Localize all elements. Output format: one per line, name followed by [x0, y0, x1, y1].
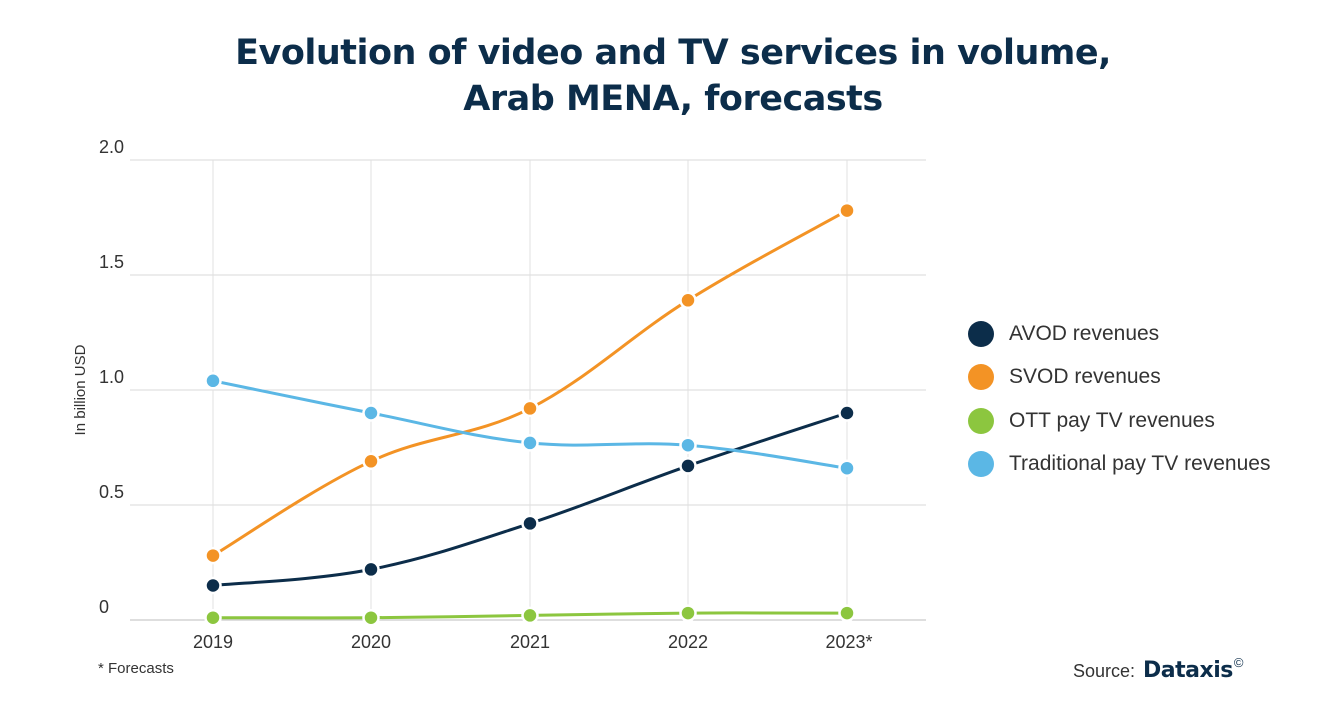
legend-label: AVOD revenues [1009, 321, 1160, 345]
forecasts-footnote: * Forecasts [98, 660, 174, 677]
data-point-traditional-pay-tv-revenues [204, 372, 222, 390]
legend-label: OTT pay TV revenues [1009, 408, 1215, 432]
legend-label: SVOD revenues [1009, 365, 1161, 389]
x-tick-label: 2021 [510, 632, 550, 652]
source-credit: Source: Dataxis © [1073, 655, 1244, 683]
series-avod-revenues [204, 404, 856, 595]
data-point-ott-pay-tv-revenues [838, 604, 856, 622]
x-tick-label: 2023* [825, 632, 872, 652]
chart-series [204, 201, 856, 627]
data-point-ott-pay-tv-revenues [204, 608, 222, 627]
chart-grid [130, 159, 926, 621]
y-axis-label: In billion USD [72, 344, 89, 435]
data-point-svod-revenues [838, 201, 856, 220]
data-point-ott-pay-tv-revenues [521, 606, 539, 625]
legend-swatch-icon [968, 320, 994, 347]
series-ott-pay-tv-revenues [204, 604, 856, 627]
legend-item-svod-revenues: SVOD revenues [968, 356, 1270, 400]
legend-swatch-icon [968, 407, 994, 434]
x-tick-label: 2022 [668, 632, 708, 652]
data-point-svod-revenues [204, 546, 222, 565]
chart-title-line-1: Evolution of video and TV services in vo… [235, 33, 1111, 73]
series-traditional-pay-tv-revenues [204, 372, 856, 477]
y-tick-label: 1.5 [99, 252, 124, 272]
data-point-avod-revenues [204, 576, 222, 595]
legend-item-ott-pay-tv-revenues: OTT pay TV revenues [968, 399, 1270, 443]
series-svod-revenues [204, 201, 856, 565]
data-point-avod-revenues [362, 560, 380, 579]
data-point-traditional-pay-tv-revenues [679, 436, 697, 454]
legend-label: Traditional pay TV revenues [1009, 452, 1271, 476]
data-point-avod-revenues [521, 514, 539, 533]
y-tick-label: 0 [99, 597, 109, 617]
chart-title: Evolution of video and TV services in vo… [0, 30, 1336, 122]
y-tick-label: 0.5 [99, 482, 124, 502]
data-point-traditional-pay-tv-revenues [838, 459, 856, 477]
x-tick-label: 2020 [351, 632, 391, 652]
data-point-traditional-pay-tv-revenues [362, 404, 380, 422]
legend-item-traditional-pay-tv-revenues: Traditional pay TV revenues [968, 443, 1270, 487]
y-axis-ticks: 0 0.5 1.0 1.5 2.0 [99, 137, 124, 617]
x-tick-label: 2019 [193, 632, 233, 652]
source-brand: Dataxis [1143, 658, 1233, 683]
data-point-avod-revenues [679, 457, 697, 475]
data-point-ott-pay-tv-revenues [362, 608, 380, 627]
y-tick-label: 2.0 [99, 137, 124, 157]
source-label: Source: [1073, 661, 1136, 681]
data-point-svod-revenues [679, 291, 697, 310]
data-point-svod-revenues [521, 399, 539, 418]
data-point-avod-revenues [838, 404, 856, 422]
data-point-svod-revenues [362, 452, 380, 471]
copyright-icon: © [1233, 655, 1244, 670]
data-point-ott-pay-tv-revenues [679, 604, 697, 622]
chart-title-line-2: Arab MENA, forecasts [463, 79, 883, 119]
legend-item-avod-revenues: AVOD revenues [968, 312, 1270, 356]
y-tick-label: 1.0 [99, 367, 124, 387]
legend-swatch-icon [968, 364, 994, 391]
data-point-traditional-pay-tv-revenues [521, 434, 539, 452]
x-axis-ticks: 2019 2020 2021 2022 2023* [193, 632, 873, 652]
legend-swatch-icon [968, 451, 994, 478]
chart-legend: AVOD revenues SVOD revenues OTT pay TV rev… [968, 312, 1270, 486]
